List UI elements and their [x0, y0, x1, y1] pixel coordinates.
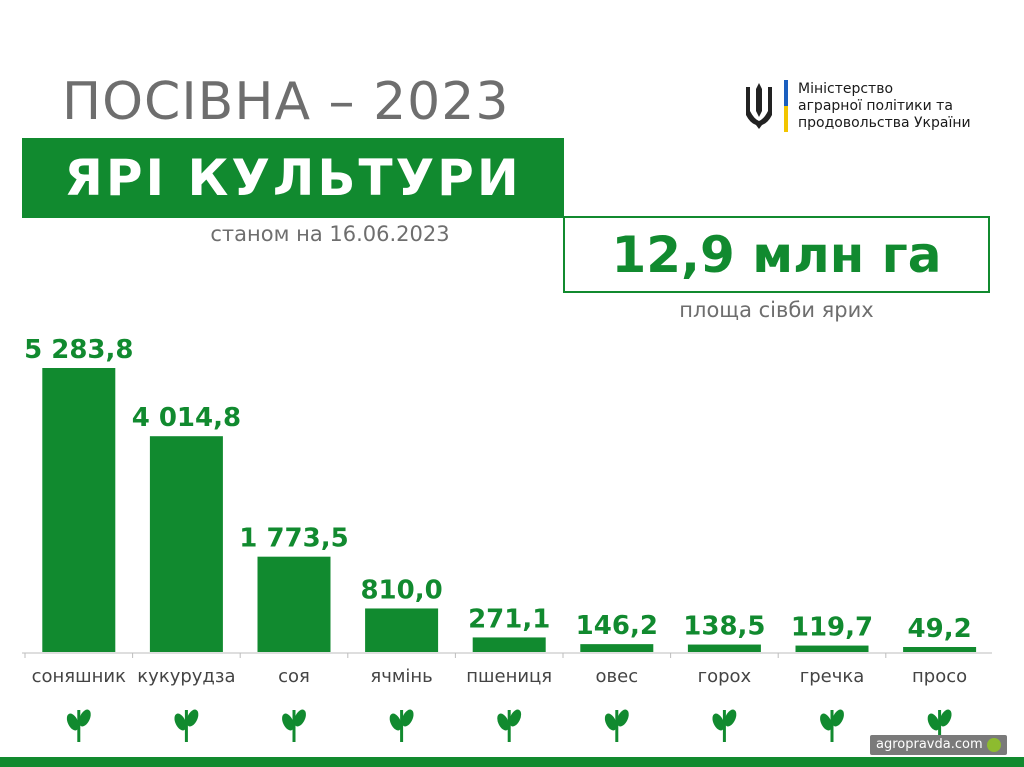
sunflower-icon	[66, 709, 91, 742]
wheat-icon	[497, 709, 522, 742]
category-label: ячмінь	[370, 666, 432, 687]
bar-value-label: 810,0	[360, 575, 442, 605]
category-label: просо	[912, 666, 967, 687]
bar-chart: 5 283,8 соняшник 4 014,8 кукурудза 1 773,5 со…	[22, 335, 992, 742]
as-of-date: станом на 16.06.2023	[210, 222, 450, 246]
total-area-caption: площа сівби ярих	[679, 298, 874, 322]
category-label: соя	[278, 666, 310, 687]
ministry-name: Міністерство аграрної політики та продов…	[798, 80, 971, 131]
category-label: соняшник	[32, 666, 126, 687]
crop-type-banner: ЯРІ КУЛЬТУРИ	[22, 138, 564, 218]
total-area-value: 12,9 млн га	[563, 216, 990, 293]
bottom-bar	[0, 757, 1024, 767]
millet-icon	[927, 709, 952, 742]
page-title: ПОСІВНА – 2023	[62, 72, 510, 132]
pea-icon	[712, 709, 737, 742]
category-label: кукурудза	[137, 666, 235, 687]
oats-icon	[604, 709, 629, 742]
bar-value-label: 49,2	[908, 614, 972, 644]
category-label: горох	[698, 666, 752, 687]
category-label: овес	[596, 666, 639, 687]
barley-icon	[389, 709, 414, 742]
bar-6	[687, 644, 761, 652]
watermark: agropravda.com	[870, 735, 1007, 755]
bar-8	[903, 647, 977, 652]
bar-4	[472, 637, 546, 652]
bar-5	[580, 644, 654, 652]
bar-0	[42, 368, 116, 652]
bar-value-label: 5 283,8	[24, 335, 133, 365]
watermark-logo-icon	[986, 738, 1001, 752]
bar-value-label: 146,2	[576, 611, 658, 641]
bar-value-label: 4 014,8	[132, 403, 241, 433]
bar-1	[149, 436, 223, 652]
ministry-logo: Міністерство аграрної політики та продов…	[742, 78, 971, 134]
buckwheat-icon	[820, 709, 844, 742]
bar-value-label: 138,5	[683, 612, 765, 642]
category-label: гречка	[800, 666, 865, 687]
flag-stripe	[784, 80, 788, 132]
trident-icon	[746, 83, 772, 129]
bar-value-label: 119,7	[791, 613, 873, 643]
bar-7	[795, 645, 869, 652]
bar-3	[365, 608, 439, 652]
category-label: пшениця	[466, 666, 552, 687]
soy-icon	[282, 709, 306, 742]
bar-2	[257, 556, 331, 652]
corn-icon	[174, 709, 199, 742]
bar-value-label: 1 773,5	[239, 524, 348, 554]
bar-value-label: 271,1	[468, 604, 550, 634]
